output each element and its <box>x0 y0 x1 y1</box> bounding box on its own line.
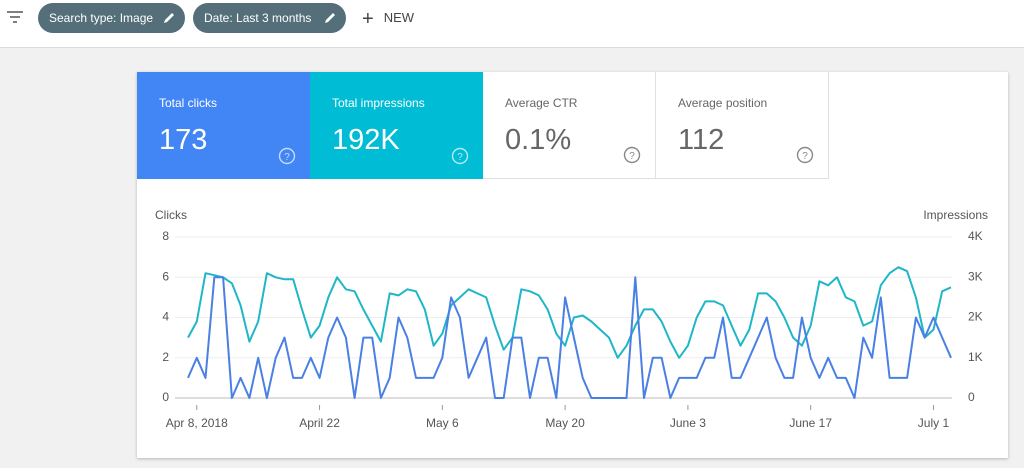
metric-label: Average CTR <box>505 96 578 110</box>
y-tick-label: 0 <box>162 390 169 404</box>
series-line <box>187 276 952 399</box>
performance-panel: Total clicks 173? Total impressions 192K? … <box>137 72 1008 458</box>
y-axis-title: Clicks <box>155 208 187 222</box>
y2-tick-label: 3K <box>968 269 983 283</box>
x-tick-label: June 3 <box>670 416 706 430</box>
svg-text:?: ? <box>457 152 463 163</box>
metric-card[interactable]: Average position 112? <box>656 72 829 179</box>
series-line <box>187 266 952 359</box>
x-tick-label: July 1 <box>918 416 950 430</box>
y-tick-label: 8 <box>162 229 169 243</box>
filter-chip[interactable]: Search type: Image <box>38 3 185 33</box>
metric-label: Average position <box>678 96 768 110</box>
svg-text:?: ? <box>802 151 808 162</box>
x-tick-label: May 20 <box>545 416 585 430</box>
metric-card[interactable]: Total clicks 173? <box>137 72 310 179</box>
metric-label: Total clicks <box>159 96 218 110</box>
toolbar: Search type: Image Date: Last 3 months +… <box>0 0 1024 48</box>
chip-label: Date: Last 3 months <box>204 11 312 25</box>
metric-value: 112 <box>678 124 725 156</box>
y2-tick-label: 4K <box>968 229 983 243</box>
metric-value: 0.1% <box>505 124 572 156</box>
y2-tick-label: 2K <box>968 310 983 324</box>
chip-label: Search type: Image <box>49 11 154 25</box>
y2-tick-label: 1K <box>968 350 983 364</box>
svg-text:?: ? <box>629 151 635 162</box>
new-label: NEW <box>383 10 415 25</box>
y-tick-label: 4 <box>162 310 169 324</box>
y2-tick-label: 0 <box>968 390 975 404</box>
x-tick-label: Apr 8, 2018 <box>166 416 228 430</box>
filter-chip[interactable]: Date: Last 3 months <box>193 3 346 33</box>
x-tick-label: May 6 <box>426 416 459 430</box>
metric-label: Total impressions <box>332 96 425 110</box>
new-button[interactable]: + NEW <box>362 8 415 30</box>
metric-card[interactable]: Total impressions 192K? <box>310 72 483 179</box>
filter-icon[interactable] <box>6 10 24 24</box>
metric-value: 173 <box>159 124 208 156</box>
y-tick-label: 2 <box>162 350 169 364</box>
x-tick-label: June 17 <box>789 416 832 430</box>
metric-card[interactable]: Average CTR 0.1%? <box>483 72 656 179</box>
y-tick-label: 6 <box>162 269 169 283</box>
svg-text:?: ? <box>284 152 290 163</box>
y2-axis-title: Impressions <box>923 208 988 222</box>
metric-value: 192K <box>332 124 400 156</box>
x-tick-label: April 22 <box>299 416 340 430</box>
